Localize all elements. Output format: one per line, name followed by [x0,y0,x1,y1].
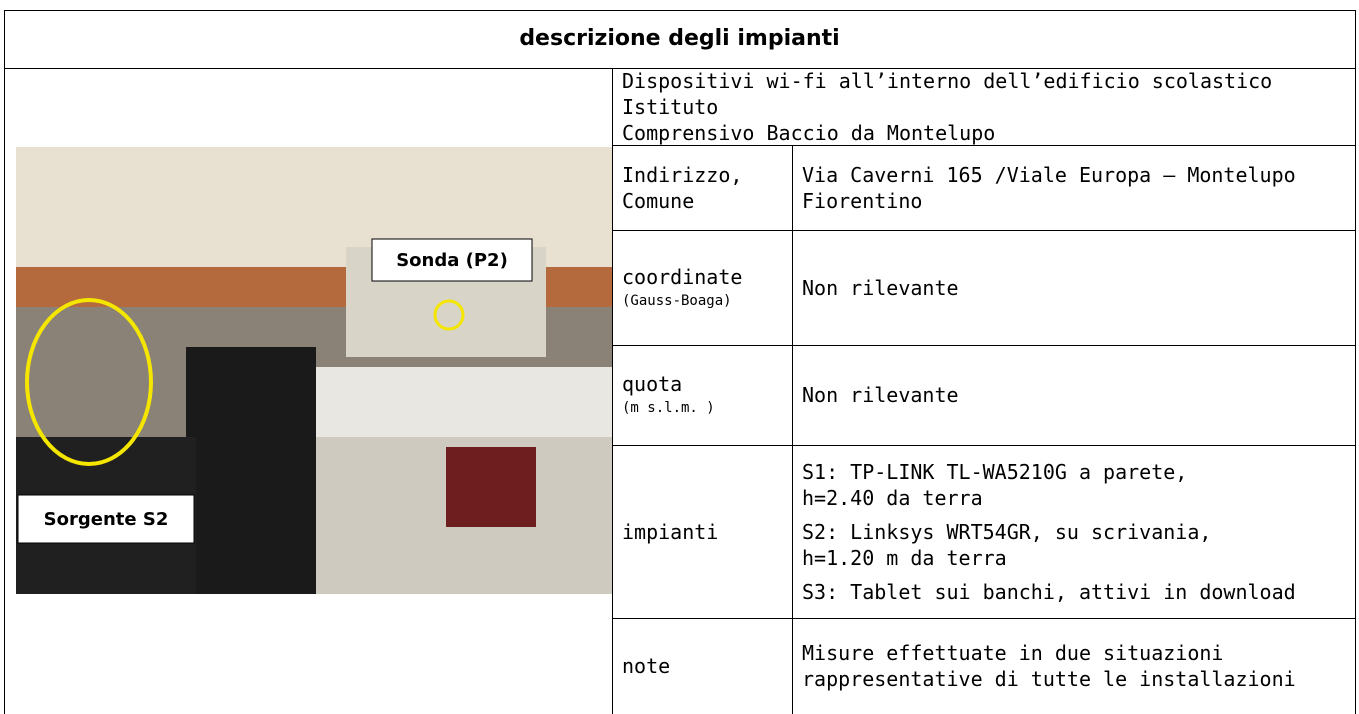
row-label: impianti [612,445,792,618]
row-value: Non rilevante [792,345,1355,445]
border [612,445,1356,446]
label: impianti [622,519,782,545]
value: Via Caverni 165 /Viale Europa – Montelup… [802,162,1345,214]
label-line: Comune [622,188,695,213]
value-line: h=2.40 da terra [802,485,983,510]
border [612,68,613,714]
label-line: note [622,654,671,678]
value-line: h=1.20 m da terra [802,545,1007,570]
border [612,230,1356,231]
title: descrizione degli impianti [519,26,840,51]
border [1355,10,1356,714]
row-value: Misure effettuate in due situazioni rappr… [792,618,1355,714]
value-line: S2: Linksys WRT54GR, su scrivania, [802,519,1212,544]
value-line: S1: TP-LINK TL-WA5210G a parete, [802,459,1188,484]
border [612,618,1356,619]
value-line: Non rilevante [802,383,959,407]
value-line: Fiorentino [802,188,923,213]
value: S1: TP-LINK TL-WA5210G a parete, h=2.40 d… [802,459,1345,511]
sublabel: (Gauss-Boaga) [622,292,732,309]
value: S2: Linksys WRT54GR, su scrivania, h=1.20… [802,519,1345,571]
border [4,68,1356,69]
row-label: quota (m s.l.m. ) [612,345,792,445]
intro-line: Dispositivi wi-fi all’interno dell’edifi… [622,68,1273,119]
label: coordinate (Gauss-Boaga) [622,264,782,312]
value-line: Via Caverni 165 /Viale Europa – Montelup… [802,162,1296,187]
value: Non rilevante [802,275,1345,301]
value-line: rappresentative di tutte le installazion… [802,667,1296,691]
border [612,345,1356,346]
value-line: S3: Tablet sui banchi, attivi in downloa… [802,579,1296,604]
intro: Dispositivi wi-fi all’interno dell’edifi… [612,68,1355,145]
sublabel: (m s.l.m. ) [622,400,715,416]
intro: Dispositivi wi-fi all’interno dell’edifi… [622,68,1345,146]
border [792,145,793,714]
probe-label: Sonda (P2) [396,250,508,271]
label: Indirizzo, Comune [622,162,782,214]
value: Non rilevante [802,382,1345,408]
value-line: Non rilevante [802,275,959,300]
row-label: coordinate (Gauss-Boaga) [612,230,792,345]
row-label: Indirizzo, Comune [612,145,792,230]
row-value: Via Caverni 165 /Viale Europa – Montelup… [792,145,1355,230]
label-line: impianti [622,519,719,544]
border [4,10,5,714]
value-line: Misure effettuate in due situazioni [802,641,1224,665]
intro-line: Comprensivo Baccio da Montelupo [622,120,996,145]
photo: Sonda (P2) Sorgente S2 [16,147,612,594]
label: note [622,653,782,679]
label-line: Indirizzo, [622,162,743,187]
label-line: coordinate [622,264,743,289]
label-line: quota [622,372,683,396]
border [4,10,1356,11]
row-value: S1: TP-LINK TL-WA5210G a parete, h=2.40 d… [792,445,1355,618]
value: Misure effettuate in due situazioni rappr… [802,640,1345,692]
row-label: note [612,618,792,714]
source-label: Sorgente S2 [44,509,169,530]
row-value: Non rilevante [792,230,1355,345]
value: S3: Tablet sui banchi, attivi in downloa… [802,579,1345,605]
label: quota (m s.l.m. ) [622,371,782,419]
border [612,145,1356,146]
